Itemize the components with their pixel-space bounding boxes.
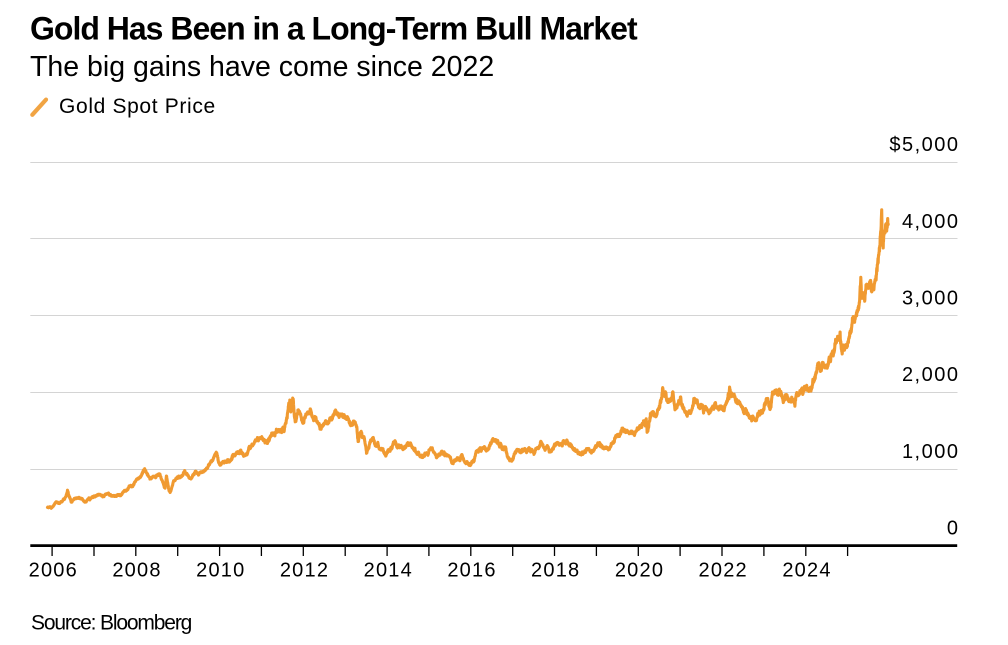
svg-text:2020: 2020 [615,560,664,582]
svg-text:2014: 2014 [364,560,413,582]
svg-text:Gold Spot Price: Gold Spot Price [59,95,216,118]
svg-text:2024: 2024 [782,560,831,582]
svg-text:2010: 2010 [196,560,245,582]
svg-text:2016: 2016 [447,560,496,582]
svg-text:0: 0 [947,518,960,540]
svg-text:Gold Has Been in a Long-Term B: Gold Has Been in a Long-Term Bull Market [30,11,638,47]
svg-text:$5,000: $5,000 [889,134,959,156]
svg-text:2012: 2012 [280,560,329,582]
svg-text:2006: 2006 [29,560,78,582]
svg-text:1,000: 1,000 [902,441,960,463]
svg-text:4,000: 4,000 [902,211,960,233]
svg-text:2,000: 2,000 [902,364,960,386]
svg-text:The big gains have come since: The big gains have come since 2022 [30,51,494,83]
svg-text:Source: Bloomberg: Source: Bloomberg [31,611,192,634]
svg-text:2022: 2022 [699,560,748,582]
svg-text:3,000: 3,000 [902,288,960,310]
svg-text:2018: 2018 [531,560,580,582]
svg-text:2008: 2008 [112,560,161,582]
